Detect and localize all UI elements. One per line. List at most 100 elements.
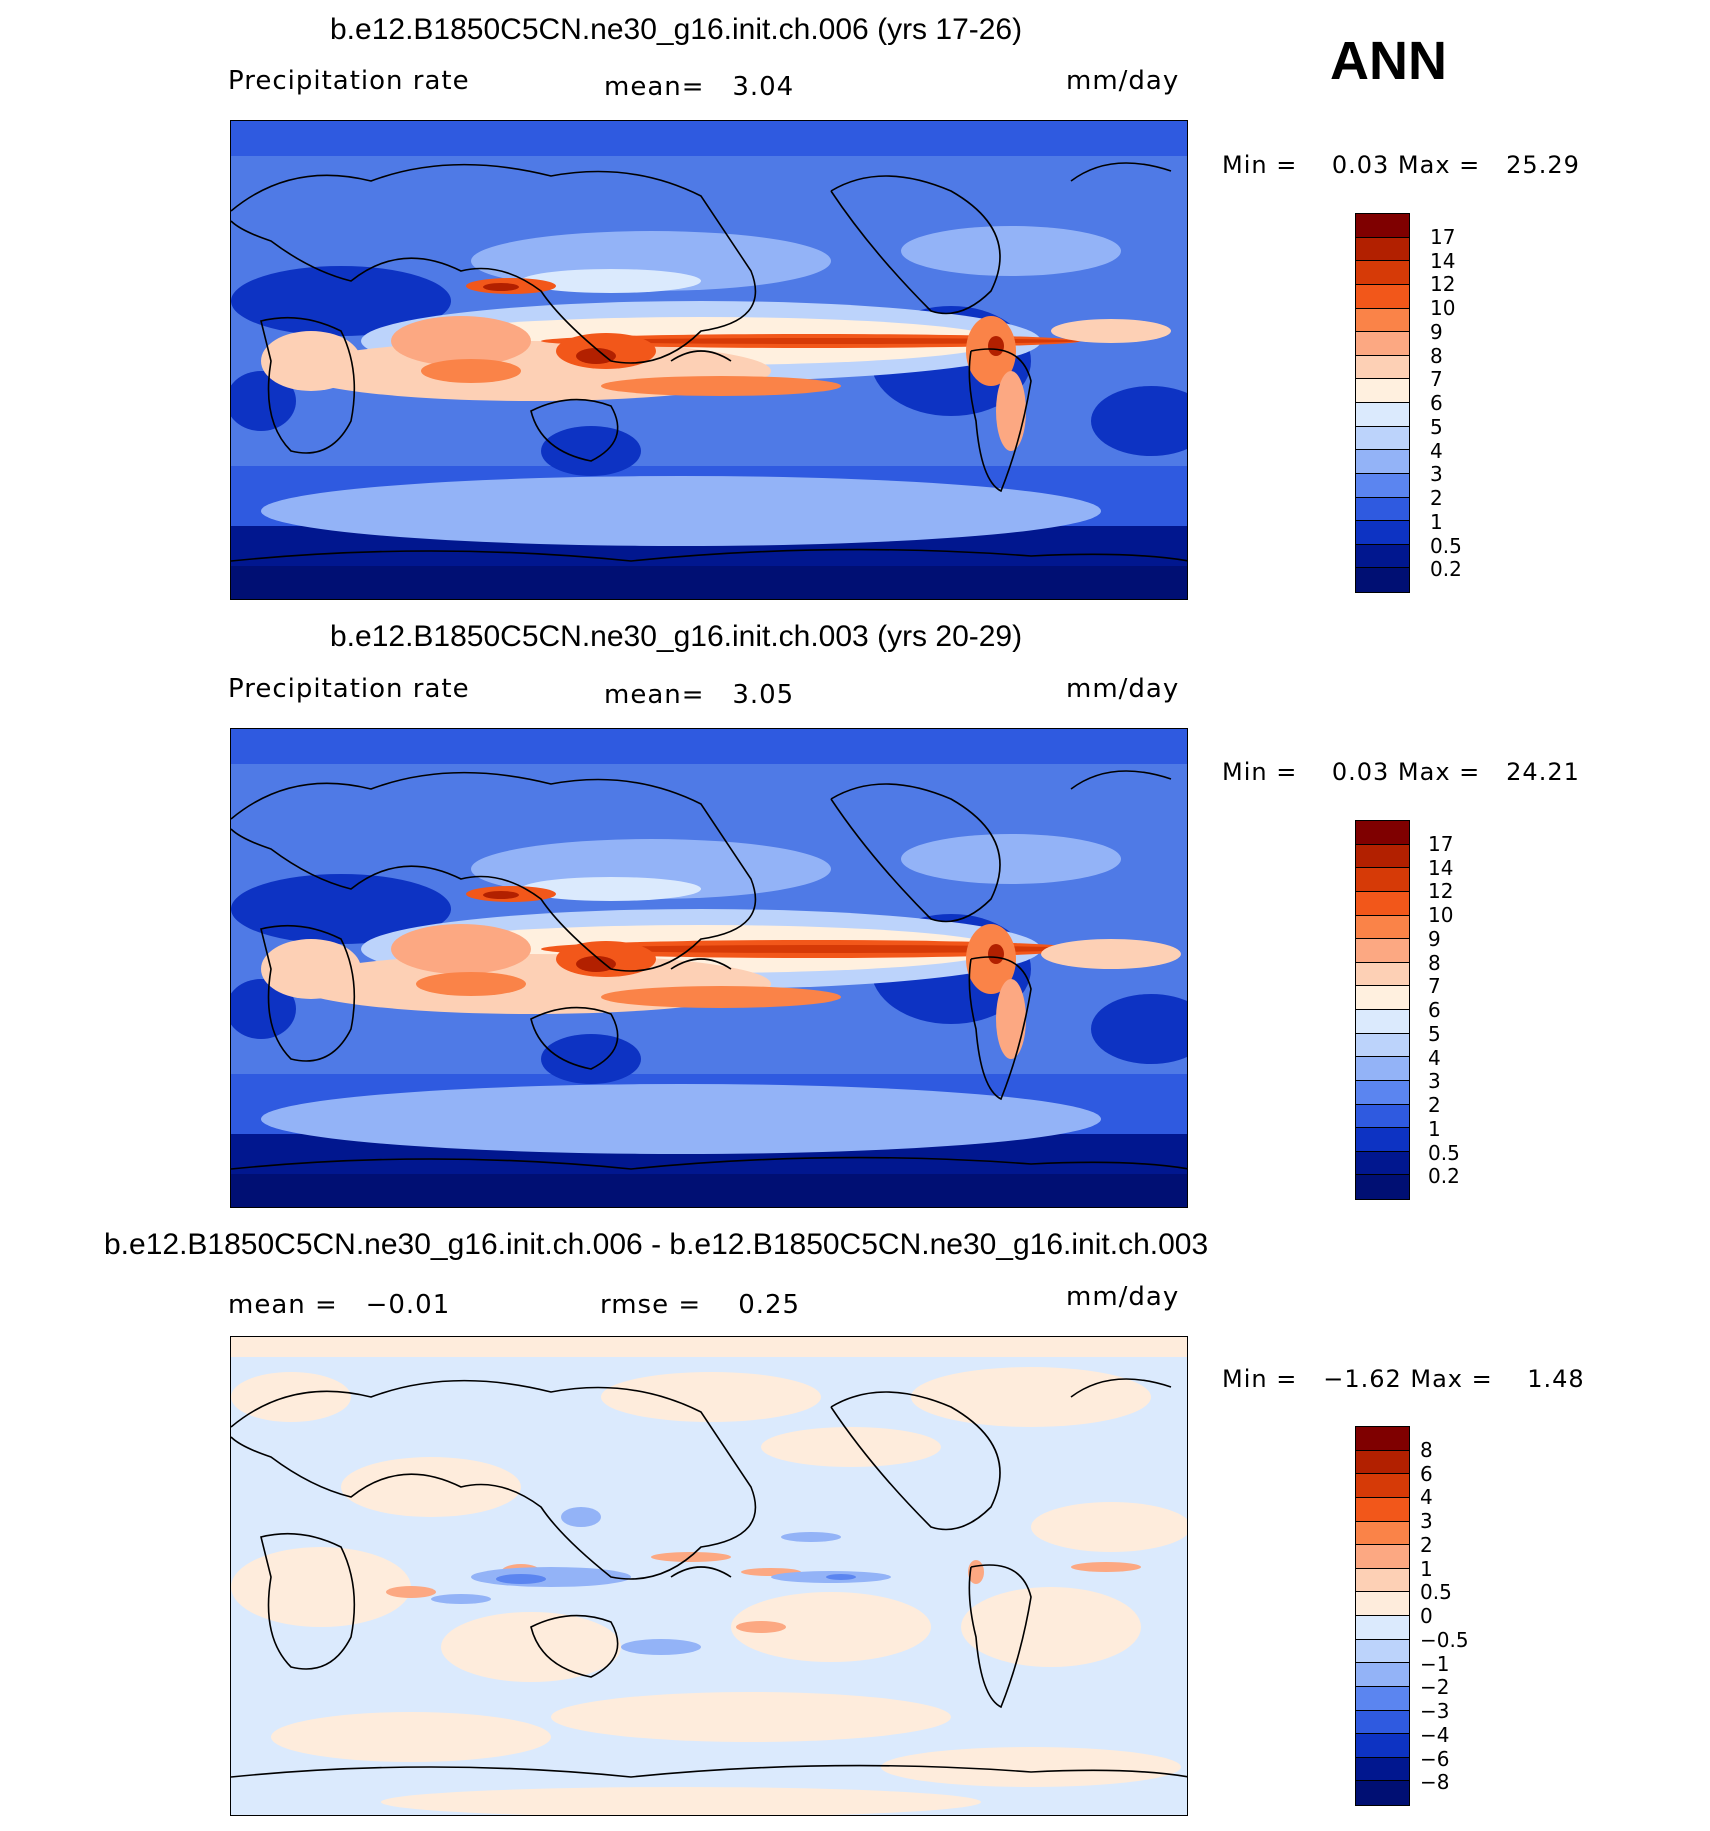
colorbar-segment (1356, 821, 1409, 845)
colorbar-segment (1356, 403, 1409, 427)
panel2-title: b.e12.B1850C5CN.ne30_g16.init.ch.003 (yr… (330, 620, 1023, 653)
colorbar-segment (1356, 284, 1409, 309)
colorbar-tick-label: 6 (1420, 1461, 1433, 1486)
colorbar-segment (1356, 426, 1409, 451)
colorbar-segment (1356, 844, 1409, 869)
colorbar-segment (1356, 1151, 1409, 1176)
colorbar-segment (1356, 1497, 1409, 1522)
panel3-units: mm/day (1066, 1282, 1180, 1312)
colorbar-tick-label: 8 (1430, 343, 1443, 368)
colorbar-tick-label: 1 (1430, 509, 1443, 534)
panel2-units: mm/day (1066, 674, 1180, 704)
colorbar-tick-label: 6 (1430, 391, 1443, 415)
colorbar-tick-label: 6 (1428, 998, 1441, 1022)
colorbar-segment (1356, 986, 1409, 1010)
colorbar-segment (1356, 379, 1409, 403)
colorbar-segment (1356, 1128, 1409, 1152)
panel3-field (231, 1337, 1187, 1815)
panel1-units: mm/day (1066, 66, 1180, 96)
colorbar-segment (1356, 355, 1409, 380)
colorbar-tick-label: 14 (1430, 248, 1456, 273)
colorbar-tick-label: 9 (1430, 319, 1443, 344)
colorbar-segment (1356, 473, 1409, 498)
colorbar-segment (1356, 1686, 1409, 1711)
colorbar-tick-label: −0.5 (1420, 1627, 1469, 1652)
colorbar-segment (1356, 332, 1409, 356)
colorbar-segment (1356, 1175, 1409, 1199)
colorbar-tick-label: 10 (1428, 903, 1454, 927)
colorbar-segment (1356, 1450, 1409, 1475)
colorbar-segment (1356, 1427, 1409, 1451)
colorbar-tick-label: 0.5 (1428, 1140, 1460, 1165)
colorbar-tick-label: 4 (1430, 438, 1443, 463)
colorbar-tick-label: 12 (1430, 272, 1456, 297)
colorbar-tick-label: −1 (1420, 1651, 1450, 1676)
colorbar-tick-label: 4 (1428, 1045, 1441, 1070)
colorbar-tick-label: 2 (1430, 486, 1443, 510)
colorbar-tick-label: 3 (1428, 1069, 1441, 1094)
colorbar-tick-label: 0.2 (1430, 557, 1462, 582)
colorbar-tick-label: 5 (1430, 414, 1443, 439)
panel1-map (230, 120, 1188, 600)
colorbar-tick-label: 17 (1430, 224, 1456, 249)
panel1-field (231, 121, 1187, 599)
colorbar-segment (1356, 1033, 1409, 1058)
colorbar-tick-label: 0 (1420, 1604, 1433, 1628)
panel1-title: b.e12.B1850C5CN.ne30_g16.init.ch.006 (yr… (330, 13, 1023, 46)
colorbar-tick-label: 17 (1428, 831, 1454, 856)
colorbar-segment (1356, 1474, 1409, 1498)
colorbar-tick-label: 2 (1420, 1532, 1433, 1557)
colorbar-tick-label: 10 (1430, 296, 1456, 320)
colorbar-tick-label: 8 (1428, 950, 1441, 975)
colorbar-tick-label: 0.2 (1428, 1164, 1460, 1189)
colorbar-segment (1356, 261, 1409, 285)
colorbar-tick-label: 4 (1420, 1485, 1433, 1510)
colorbar-tick-label: 2 (1428, 1093, 1441, 1117)
colorbar-tick-label: 1 (1420, 1556, 1433, 1581)
colorbar-segment (1356, 1010, 1409, 1034)
colorbar-tick-label: 3 (1420, 1509, 1433, 1533)
panel3-map (230, 1336, 1188, 1816)
colorbar-segment (1356, 521, 1409, 545)
colorbar-segment (1356, 1568, 1409, 1593)
colorbar-segment (1356, 1663, 1409, 1687)
colorbar-tick-label: 1 (1428, 1116, 1441, 1141)
colorbar-tick-label: −6 (1420, 1746, 1450, 1771)
colorbar-segment (1356, 1639, 1409, 1664)
colorbar-tick-label: 3 (1430, 462, 1443, 487)
panel3-colorbar (1355, 1426, 1410, 1806)
colorbar-tick-label: 7 (1428, 974, 1441, 999)
colorbar-segment (1356, 450, 1409, 474)
colorbar-segment (1356, 1057, 1409, 1081)
colorbar-tick-label: 7 (1430, 367, 1443, 392)
colorbar-segment (1356, 962, 1409, 987)
colorbar-tick-label: −3 (1420, 1699, 1450, 1723)
colorbar-segment (1356, 1757, 1409, 1782)
panel2-field (231, 729, 1187, 1207)
panel2-minmax: Min = 0.03 Max = 24.21 (1222, 758, 1580, 786)
colorbar-segment (1356, 1592, 1409, 1616)
panel2-map (230, 728, 1188, 1208)
colorbar-tick-label: 8 (1420, 1437, 1433, 1462)
colorbar-segment (1356, 1616, 1409, 1640)
panel3-mean: mean = −0.01 (228, 1290, 451, 1320)
colorbar-segment (1356, 1521, 1409, 1546)
colorbar-tick-label: −4 (1420, 1722, 1450, 1747)
colorbar-segment (1356, 1734, 1409, 1758)
season-label: ANN (1330, 31, 1447, 91)
colorbar-segment (1356, 915, 1409, 940)
panel3-minmax: Min = −1.62 Max = 1.48 (1222, 1365, 1585, 1393)
colorbar-segment (1356, 868, 1409, 892)
colorbar-segment (1356, 308, 1409, 333)
panel1-colorbar (1355, 213, 1410, 593)
colorbar-tick-label: −2 (1420, 1675, 1450, 1700)
colorbar-segment (1356, 891, 1409, 916)
colorbar-tick-label: −8 (1420, 1770, 1450, 1795)
panel3-rmse: rmse = 0.25 (600, 1290, 801, 1320)
colorbar-tick-label: 0.5 (1430, 533, 1462, 558)
panel1-variable: Precipitation rate (228, 66, 470, 96)
panel2-mean: mean= 3.05 (604, 680, 795, 710)
panel3-title: b.e12.B1850C5CN.ne30_g16.init.ch.006 - b… (104, 1228, 1209, 1261)
panel1-mean: mean= 3.04 (604, 72, 795, 102)
colorbar-segment (1356, 1710, 1409, 1735)
